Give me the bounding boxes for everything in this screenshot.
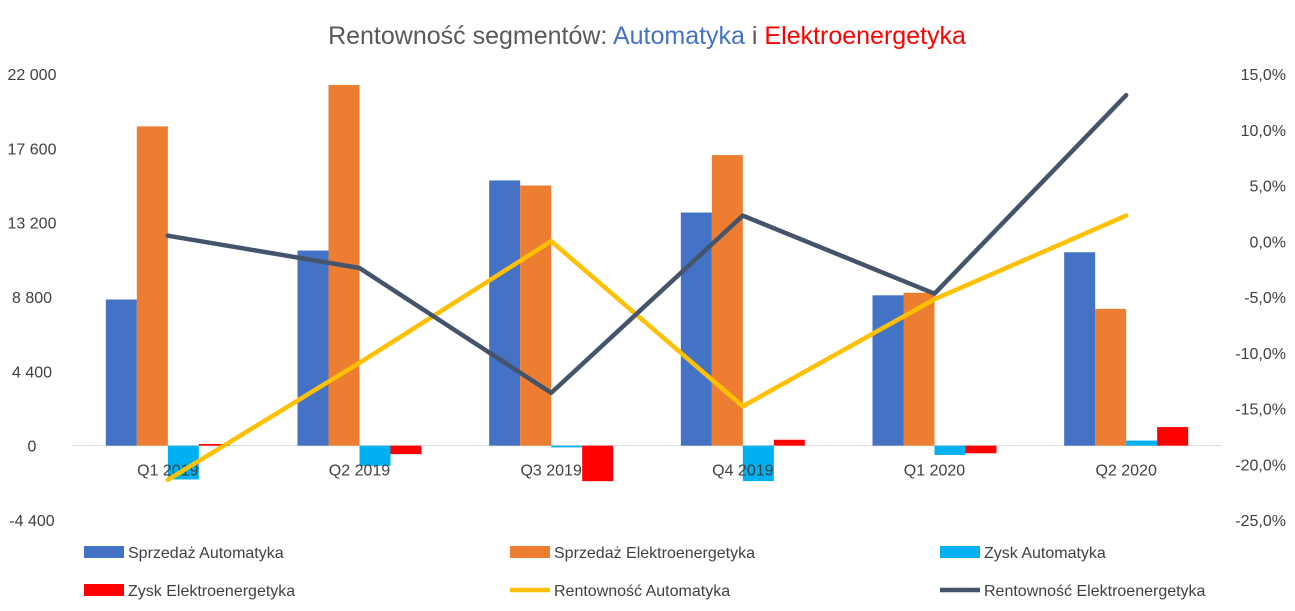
chart-title: Rentowność segmentów: Automatyka i Elekt… xyxy=(328,22,966,50)
bar-series xyxy=(105,84,1189,482)
x-tick-label: Q2 2019 xyxy=(329,463,390,480)
bar xyxy=(520,185,552,446)
series-line xyxy=(165,213,1129,483)
bar xyxy=(742,445,774,482)
bar xyxy=(1126,440,1158,446)
line-series xyxy=(165,92,1129,483)
legend-label: Zysk Automatyka xyxy=(984,545,1106,562)
x-tick-label: Q1 2020 xyxy=(904,463,965,480)
legend-swatch xyxy=(510,546,550,558)
left-tick-label: 13 200 xyxy=(8,216,57,233)
legend-label: Sprzedaż Automatyka xyxy=(128,545,284,562)
chart-title-elektroenergetyka: Elektroenergetyka xyxy=(764,22,966,50)
left-tick-label: 8 800 xyxy=(12,290,52,307)
bar xyxy=(965,445,997,454)
series-line xyxy=(165,92,1129,396)
right-axis: -25,0% -20,0% -15,0% -10,0% -5,0% 0,0% 5,0% 10,… xyxy=(1235,67,1286,530)
right-tick-label: 15,0% xyxy=(1241,67,1286,84)
bar xyxy=(934,445,966,455)
left-tick-label: 17 600 xyxy=(8,141,57,158)
x-tick-label: Q1 2019 xyxy=(137,463,198,480)
left-tick-label: 4 400 xyxy=(12,364,52,381)
bar xyxy=(1157,427,1189,446)
x-axis: Q1 2019 Q2 2019 Q3 2019 Q4 2019 Q1 2020 Q2 20… xyxy=(137,463,1157,480)
chart-title-connector: i xyxy=(745,22,764,50)
x-tick-label: Q4 2019 xyxy=(712,463,773,480)
bar xyxy=(359,445,391,466)
bar xyxy=(773,439,805,446)
left-tick-label: 22 000 xyxy=(8,67,57,84)
chart-title-prefix: Rentowność segmentów: xyxy=(328,22,613,50)
bar xyxy=(711,155,743,446)
legend-swatch xyxy=(940,546,980,558)
bar xyxy=(136,126,168,446)
x-tick-label: Q3 2019 xyxy=(520,463,581,480)
bar xyxy=(390,445,422,455)
x-tick-label: Q2 2020 xyxy=(1095,463,1156,480)
bar xyxy=(551,445,583,448)
left-tick-label: -4 400 xyxy=(9,513,54,530)
right-tick-label: -10,0% xyxy=(1235,346,1286,363)
right-tick-label: -5,0% xyxy=(1244,290,1286,307)
right-tick-label: 10,0% xyxy=(1241,123,1286,140)
right-tick-label: -15,0% xyxy=(1235,402,1286,419)
chart-title-automatyka: Automatyka xyxy=(613,22,745,50)
legend-label: Zysk Elektroenergetyka xyxy=(128,583,295,600)
bar xyxy=(198,443,230,446)
right-tick-label: 5,0% xyxy=(1250,179,1286,196)
legend-swatch xyxy=(84,546,124,558)
legend: Sprzedaż Automatyka Sprzedaż Elektroenerg… xyxy=(84,545,1206,600)
bar xyxy=(1095,308,1127,446)
legend-label: Sprzedaż Elektroenergetyka xyxy=(554,545,755,562)
bar xyxy=(1064,252,1096,446)
right-tick-label: -20,0% xyxy=(1235,457,1286,474)
left-tick-label: 0 xyxy=(28,439,37,456)
bar xyxy=(903,292,935,446)
legend-label: Rentowność Elektroenergetyka xyxy=(984,583,1206,600)
legend-swatch xyxy=(84,584,124,596)
bar xyxy=(582,445,614,482)
bar xyxy=(105,299,137,446)
right-tick-label: 0,0% xyxy=(1250,234,1286,251)
right-tick-label: -25,0% xyxy=(1235,513,1286,530)
bar xyxy=(489,180,521,446)
bar xyxy=(297,250,329,446)
legend-label: Rentowność Automatyka xyxy=(554,583,730,600)
left-axis: -4 400 0 4 400 8 800 13 200 17 600 22 000 xyxy=(8,67,57,530)
